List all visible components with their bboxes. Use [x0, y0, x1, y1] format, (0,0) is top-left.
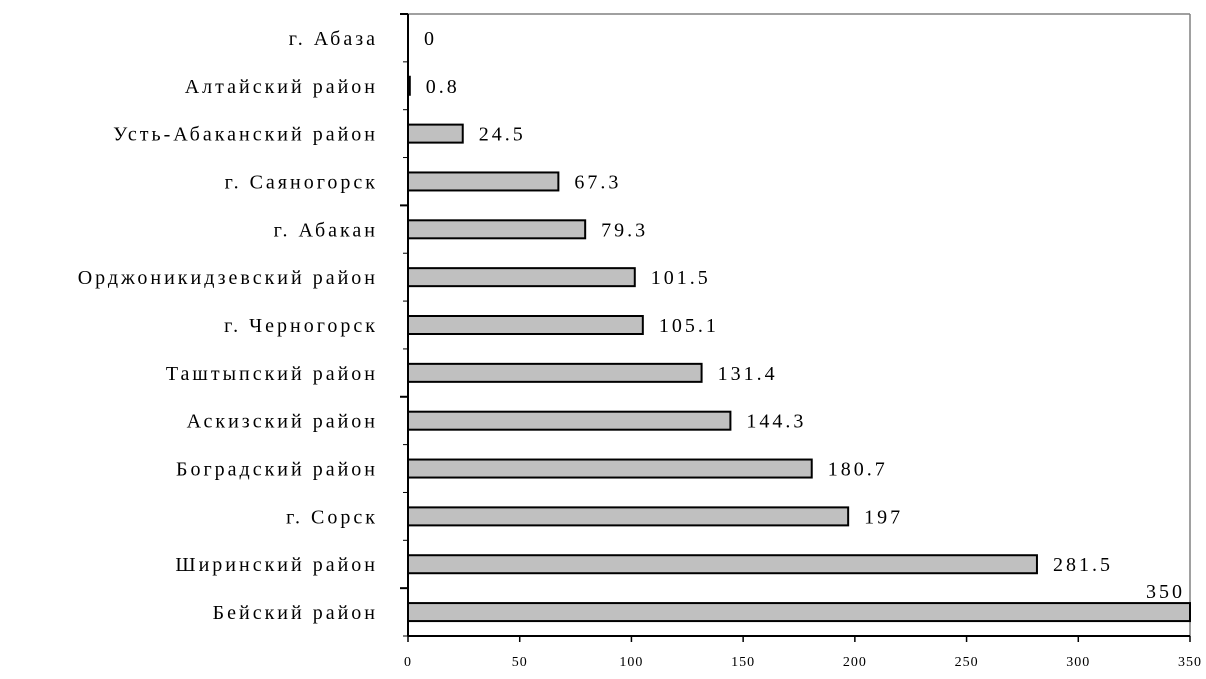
value-label: 0.8: [426, 76, 460, 98]
bar: [407, 219, 587, 240]
category-label: г. Абаза: [289, 28, 378, 50]
x-axis-ticks: [407, 636, 1191, 642]
category-labels: г. Абаза Алтайский район Усть-Абаканский р…: [78, 28, 378, 624]
bar: [407, 171, 560, 192]
category-label: г. Черногорск: [224, 315, 378, 337]
bar: [407, 267, 636, 288]
bar: [407, 315, 644, 335]
category-label: г. Абакан: [274, 219, 378, 241]
x-tick-label: 150: [731, 655, 755, 670]
category-label: Таштыпский район: [166, 363, 378, 385]
x-tick-label: 200: [843, 655, 867, 670]
x-tick-label: 350: [1178, 655, 1202, 670]
value-label: 101.5: [651, 267, 711, 289]
value-label: 197: [864, 506, 903, 528]
category-label: Аскизский район: [187, 411, 378, 433]
category-label: Алтайский район: [185, 76, 378, 98]
x-tick-label: 0: [404, 655, 412, 670]
y-axis-ticks: [400, 13, 408, 637]
value-label: 24.5: [479, 124, 526, 146]
bar: [407, 75, 411, 96]
x-tick-labels: 0 50 100 150 200 250 300 350: [404, 655, 1202, 670]
value-label: 350: [1146, 581, 1185, 603]
value-label: 180.7: [828, 459, 888, 481]
category-label: Боградский район: [176, 459, 378, 481]
x-tick-label: 250: [955, 655, 979, 670]
bar: [407, 554, 1038, 575]
bar: [407, 458, 813, 479]
value-label: 79.3: [601, 219, 648, 241]
bar: [407, 362, 703, 383]
bar: [407, 506, 850, 527]
value-label: 67.3: [574, 171, 621, 193]
bars-group: [407, 75, 1191, 623]
value-label: 0: [424, 28, 437, 50]
category-label: Ширинский район: [175, 554, 378, 576]
category-label: Орджоникидзевский район: [78, 267, 378, 289]
bar: [407, 410, 732, 431]
value-labels: 0 0.8 24.5 67.3 79.3 101.5 105.1 131.4 144.3 180.…: [424, 28, 1185, 603]
x-tick-label: 50: [512, 655, 528, 670]
category-label: г. Саяногорск: [225, 171, 378, 193]
x-tick-label: 300: [1066, 655, 1090, 670]
bar: [407, 123, 464, 144]
category-label: г. Сорск: [286, 506, 378, 528]
category-label: Усть-Абаканский район: [113, 124, 378, 146]
category-label: Бейский район: [213, 602, 378, 624]
value-label: 105.1: [659, 315, 719, 337]
value-label: 131.4: [718, 363, 778, 385]
x-tick-label: 100: [619, 655, 643, 670]
value-label: 281.5: [1053, 554, 1113, 576]
value-label: 144.3: [746, 411, 806, 433]
bar: [407, 602, 1191, 623]
